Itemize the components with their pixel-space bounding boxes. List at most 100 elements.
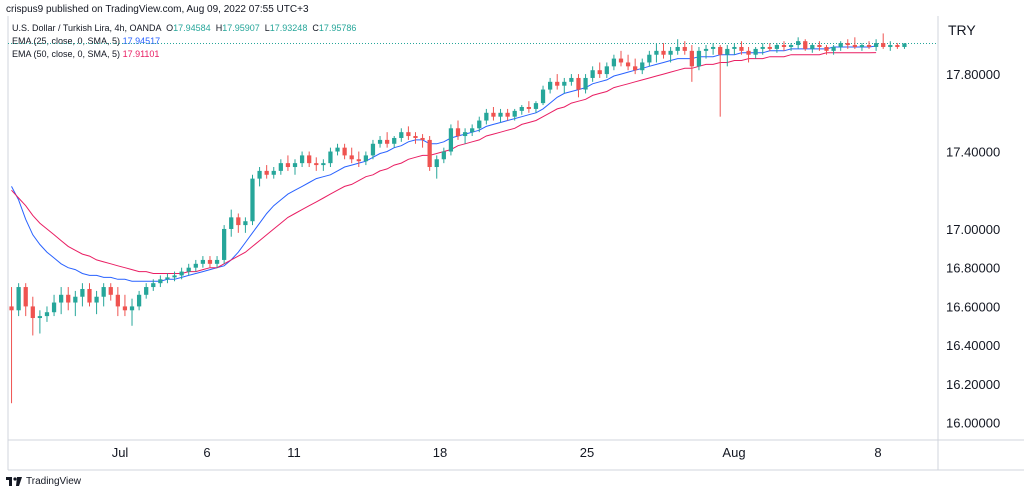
candle	[796, 37, 801, 49]
candle-body	[767, 46, 772, 49]
candle	[172, 271, 177, 282]
candle	[80, 283, 85, 307]
candle-body	[569, 77, 574, 82]
candle	[44, 306, 50, 322]
candle-body	[151, 283, 156, 288]
candle	[611, 54, 617, 71]
candle-body	[796, 41, 801, 46]
candle	[774, 43, 780, 53]
candle	[335, 143, 340, 156]
candle	[200, 256, 206, 268]
candle	[703, 45, 709, 59]
candle-body	[703, 48, 709, 51]
candle	[491, 106, 496, 121]
candle-body	[94, 296, 99, 303]
candle-body	[392, 137, 397, 144]
candle-body	[292, 163, 298, 168]
candle	[165, 273, 170, 284]
candle	[781, 41, 787, 51]
candle	[115, 287, 120, 317]
candle-body	[186, 267, 191, 272]
symbol-title[interactable]: U.S. Dollar / Turkish Lira, 4h, OANDA	[12, 23, 162, 33]
candle-body	[59, 294, 64, 303]
candle	[753, 46, 758, 59]
candle	[328, 147, 333, 168]
candle-body	[838, 43, 843, 47]
candle-body	[328, 151, 333, 164]
candle	[881, 33, 886, 49]
candle	[555, 74, 560, 90]
candle	[108, 283, 113, 301]
candle-body	[229, 217, 234, 229]
candle	[441, 147, 446, 164]
candle	[633, 58, 638, 75]
candle-body	[548, 81, 553, 90]
candle	[845, 39, 850, 49]
candle-body	[824, 46, 829, 51]
candle	[859, 43, 865, 51]
candle-body	[236, 217, 241, 226]
indicator-ema50-label: EMA (50, close, 0, SMA, 5)	[12, 49, 121, 59]
candle-body	[576, 77, 581, 90]
candle	[420, 134, 425, 148]
candle-body	[257, 170, 262, 179]
candle	[23, 283, 28, 317]
indicator-ema25-row[interactable]: EMA (25, close, 0, SMA, 5) 17.94517	[12, 35, 356, 48]
candle-body	[633, 66, 638, 71]
candle	[144, 283, 149, 299]
candle-body	[774, 45, 780, 49]
footer-brand[interactable]: TradingView	[6, 476, 81, 487]
indicator-ema50-row[interactable]: EMA (50, close, 0, SMA, 5) 17.91101	[12, 48, 356, 61]
candle-body	[413, 136, 418, 138]
candle-body	[512, 110, 517, 117]
candle-body	[434, 159, 439, 168]
candle-body	[264, 170, 269, 175]
candle-body	[739, 46, 744, 51]
candle-body	[505, 112, 510, 117]
currency-label: TRY	[948, 22, 976, 38]
candle-body	[278, 163, 283, 171]
candle-body	[144, 287, 149, 295]
candle-body	[222, 228, 227, 260]
candle	[824, 45, 829, 55]
candle-body	[455, 128, 461, 137]
candle	[548, 77, 553, 94]
candle	[484, 108, 489, 125]
candle	[767, 43, 772, 51]
candle	[654, 43, 659, 63]
candle	[349, 147, 354, 164]
candle	[37, 310, 43, 334]
candle-body	[66, 294, 71, 303]
candle-body	[654, 50, 659, 55]
candle	[618, 50, 624, 67]
indicator-ema25-value: 17.94517	[122, 36, 161, 46]
ema25-line	[11, 45, 877, 282]
candle	[285, 155, 291, 171]
candle	[462, 128, 468, 144]
candle-body	[760, 46, 765, 49]
x-tick-label: Jul	[112, 445, 129, 460]
candle-body	[902, 43, 907, 47]
candle	[250, 174, 255, 226]
candle-body	[385, 139, 390, 144]
candle	[193, 259, 198, 272]
candle	[179, 267, 184, 280]
candle	[342, 143, 347, 160]
y-tick-label: 16.20000	[946, 377, 1000, 392]
candle-body	[172, 275, 177, 278]
candle-body	[321, 163, 326, 166]
candle	[895, 43, 900, 49]
candle	[413, 132, 418, 144]
indicator-ema25-label: EMA (25, close, 0, SMA, 5)	[12, 36, 121, 46]
x-tick-label: 8	[874, 445, 881, 460]
candle-body	[250, 178, 255, 222]
candle	[278, 159, 283, 175]
candle-body	[16, 287, 21, 311]
tradingview-logo-icon	[6, 476, 22, 487]
candle-body	[781, 45, 787, 47]
candle-body	[710, 46, 716, 49]
ohlc-high: H17.95907	[215, 23, 260, 33]
candle	[725, 45, 730, 67]
candle-body	[193, 263, 198, 268]
